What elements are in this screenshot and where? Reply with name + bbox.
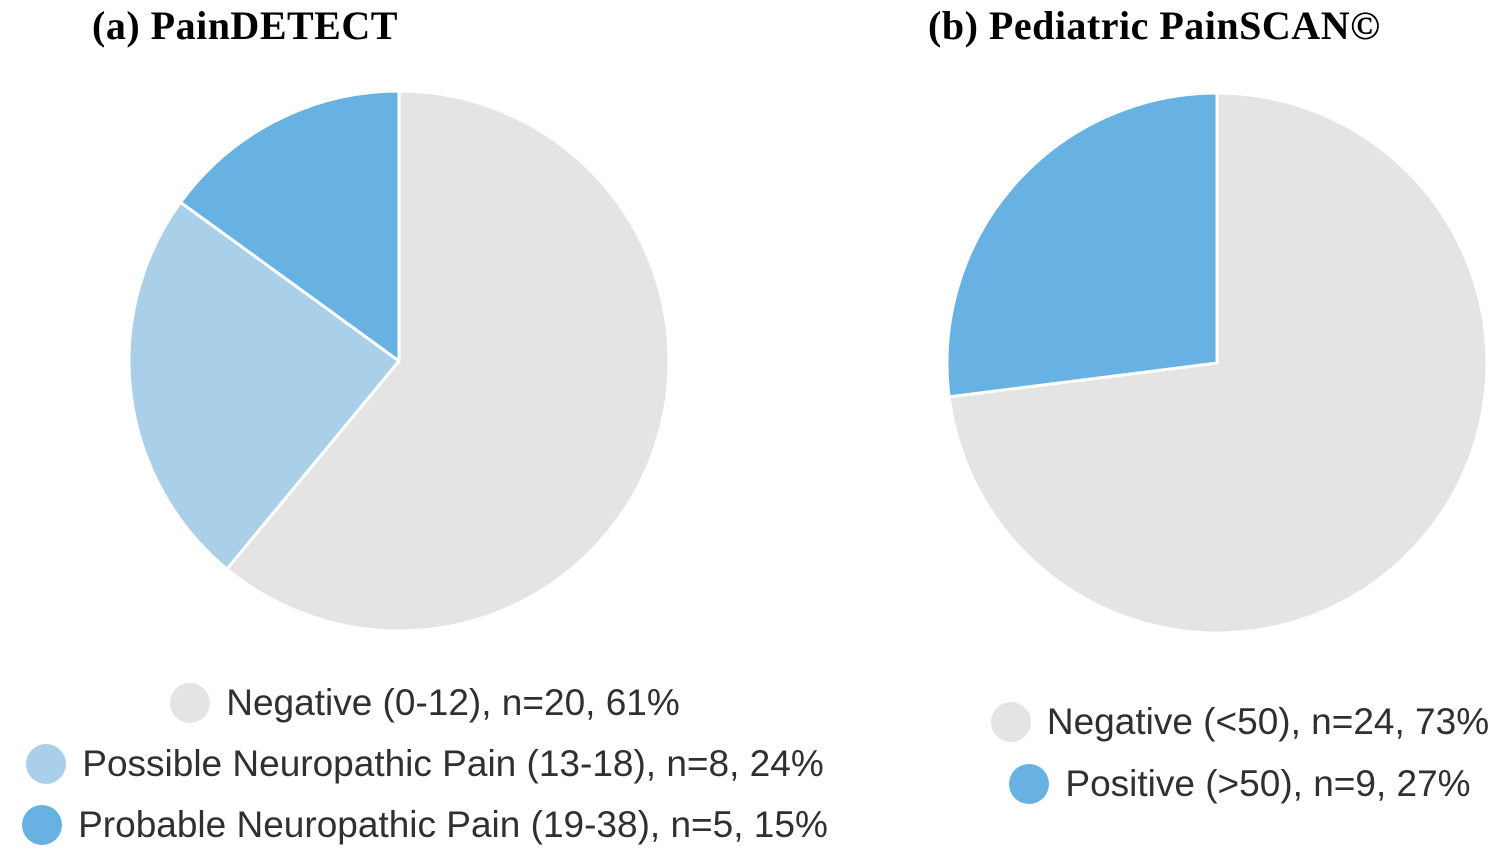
legend-color-marker: [990, 702, 1031, 742]
pie-slice-1: [127, 200, 401, 571]
pie-chart-pediatric-painscan: [945, 91, 1489, 635]
legend-label: Positive (>50), n=9, 27%: [1065, 763, 1471, 804]
pie-slice-1: [945, 91, 1219, 399]
pie-slice-2: [179, 89, 401, 363]
legend-label: Negative (<50), n=24, 73%: [1046, 701, 1490, 742]
legend-label: Probable Neuropathic Pain (19-38), n=5, …: [78, 804, 828, 845]
legend-item: Possible Neuropathic Pain (13-18), n=8, …: [26, 741, 824, 787]
legend-item: Positive (>50), n=9, 27%: [1009, 761, 1471, 807]
legend-item: Negative (0-12), n=20, 61%: [170, 680, 680, 726]
legend-pediatric-painscan: Negative (<50), n=24, 73% Positive (>50),…: [980, 699, 1500, 807]
legend-color-marker: [22, 805, 63, 845]
legend-color-marker: [1009, 764, 1050, 804]
legend-label: Possible Neuropathic Pain (13-18), n=8, …: [82, 743, 824, 784]
pie-slice-0: [225, 89, 671, 633]
legend-color-marker: [170, 683, 211, 723]
legend-label: Negative (0-12), n=20, 61%: [226, 682, 680, 723]
legend-item: Negative (<50), n=24, 73%: [990, 699, 1490, 745]
legend-color-marker: [26, 744, 67, 784]
panel-b-title: (b) Pediatric PainSCAN©: [928, 3, 1381, 48]
panel-a-title: (a) PainDETECT: [92, 3, 398, 48]
legend-paindetect: Negative (0-12), n=20, 61% Possible Neuro…: [0, 680, 850, 848]
legend-item: Probable Neuropathic Pain (19-38), n=5, …: [22, 802, 828, 848]
pie-chart-paindetect: [127, 89, 671, 633]
